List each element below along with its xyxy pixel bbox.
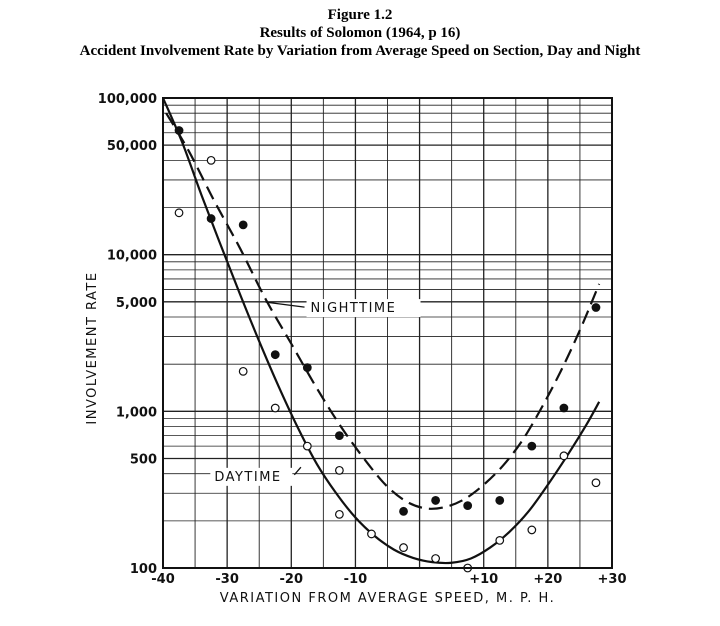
daytime-point xyxy=(591,478,601,488)
daytime-point xyxy=(495,536,505,545)
nighttime-point xyxy=(206,214,216,223)
x-tick-label: -10 xyxy=(344,572,368,587)
daytime-label-background xyxy=(210,467,293,486)
x-tick-label: +10 xyxy=(469,572,498,587)
y-tick-label: 10,000 xyxy=(107,249,157,264)
y-tick-label: 1,000 xyxy=(116,405,157,420)
nighttime-label: NIGHTTIME xyxy=(311,301,397,316)
x-axis-label: VARIATION FROM AVERAGE SPEED, M. P. H. xyxy=(220,591,555,606)
nighttime-label-arrow xyxy=(265,301,305,308)
x-tick-label: -20 xyxy=(280,572,304,587)
daytime-point xyxy=(334,509,344,519)
nighttime-point xyxy=(495,496,505,505)
figure-subtitle: Results of Solomon (1964, p 16) xyxy=(259,25,461,41)
daytime-label-arrow xyxy=(293,466,302,476)
daytime-point xyxy=(559,451,569,461)
fitted-curves xyxy=(161,97,601,565)
y-tick-label: 5,000 xyxy=(116,296,157,311)
daytime-point xyxy=(399,543,408,552)
nighttime-point xyxy=(270,350,280,360)
y-tick-label: 100,000 xyxy=(98,92,157,107)
daytime-point xyxy=(206,155,216,165)
daytime-label: DAYTIME xyxy=(214,470,281,485)
daytime-curve xyxy=(161,97,601,565)
daytime-point xyxy=(238,366,248,376)
nighttime-point xyxy=(463,501,473,511)
x-tick-label: -40 xyxy=(151,572,175,587)
nighttime-point xyxy=(591,303,601,312)
daytime-point xyxy=(302,441,312,451)
nighttime-point xyxy=(302,363,312,373)
x-tick-label: -30 xyxy=(215,572,239,587)
nighttime-point xyxy=(559,403,569,413)
y-tick-label: 100 xyxy=(130,562,157,577)
figure-titles: Figure 1.2 Results of Solomon (1964, p 1… xyxy=(0,6,720,60)
y-axis-label: INVOLVEMENT RATE xyxy=(85,271,100,424)
x-tick-label: +30 xyxy=(598,572,627,587)
figure-label: Figure 1.2 xyxy=(327,7,393,23)
nighttime-point xyxy=(174,126,184,135)
nighttime-point xyxy=(527,441,537,451)
nighttime-curve xyxy=(165,112,601,510)
daytime-point xyxy=(527,525,537,535)
nighttime-label-background xyxy=(306,299,421,318)
daytime-point xyxy=(431,554,441,563)
tick-labels: -40 -30 -20 -10 +10 +20 +30 100 500 1,000 5,000 10,… xyxy=(98,92,627,587)
plot-frame xyxy=(162,97,613,569)
nighttime-point xyxy=(431,496,441,505)
grid xyxy=(162,98,613,569)
y-tick-label: 500 xyxy=(130,452,157,467)
nighttime-point xyxy=(238,220,248,230)
daytime-point xyxy=(367,529,376,539)
y-tick-label: 50,000 xyxy=(107,139,157,154)
annotations: NIGHTTIME DAYTIME xyxy=(210,299,421,486)
x-tick-label: +20 xyxy=(533,572,562,587)
nighttime-point xyxy=(399,506,408,516)
daytime-point xyxy=(174,208,184,218)
daytime-point xyxy=(334,465,344,475)
nighttime-point xyxy=(334,431,344,441)
figure-title: Accident Involvement Rate by Variation f… xyxy=(79,43,641,59)
daytime-point xyxy=(270,403,280,413)
